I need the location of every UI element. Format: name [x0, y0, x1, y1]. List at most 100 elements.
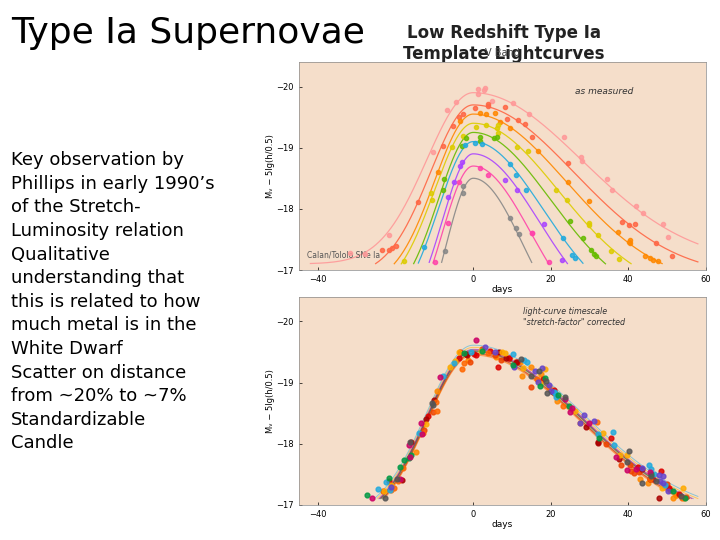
- Point: [427, 399, 438, 408]
- Point: [472, 90, 484, 98]
- Point: [629, 220, 641, 229]
- Point: [482, 102, 493, 110]
- Point: [405, 438, 416, 447]
- Point: [507, 361, 518, 370]
- Point: [413, 198, 424, 206]
- Point: [638, 208, 649, 217]
- Point: [653, 494, 665, 503]
- Point: [453, 354, 464, 363]
- Point: [545, 387, 557, 396]
- Point: [601, 174, 613, 183]
- Point: [593, 231, 604, 239]
- Point: [426, 188, 437, 197]
- Point: [420, 415, 431, 423]
- Point: [466, 348, 477, 357]
- Point: [434, 373, 446, 381]
- Point: [482, 348, 494, 357]
- Point: [385, 486, 397, 495]
- Point: [651, 477, 662, 485]
- Point: [469, 139, 480, 147]
- Point: [387, 244, 398, 253]
- Point: [511, 186, 523, 194]
- Point: [634, 468, 645, 476]
- Point: [450, 98, 462, 106]
- Point: [580, 422, 592, 431]
- Point: [410, 447, 421, 456]
- Point: [449, 356, 461, 365]
- Point: [677, 484, 688, 492]
- Point: [454, 347, 465, 356]
- Text: as measured: as measured: [575, 87, 634, 96]
- Point: [507, 349, 518, 358]
- Point: [394, 463, 405, 471]
- Point: [422, 411, 433, 420]
- Point: [510, 358, 522, 367]
- Point: [433, 167, 444, 176]
- Point: [632, 463, 644, 471]
- Point: [403, 453, 415, 462]
- Point: [585, 246, 597, 254]
- Point: [621, 466, 633, 475]
- Point: [403, 441, 415, 450]
- Point: [593, 434, 605, 442]
- Point: [593, 437, 604, 446]
- Point: [503, 354, 515, 363]
- Point: [511, 357, 523, 366]
- Point: [523, 110, 535, 119]
- Point: [584, 219, 595, 227]
- Point: [623, 447, 634, 455]
- Point: [678, 494, 690, 502]
- Point: [454, 348, 466, 356]
- Point: [583, 221, 595, 230]
- Point: [444, 362, 456, 371]
- Point: [413, 428, 424, 437]
- Point: [504, 124, 516, 132]
- Point: [615, 461, 626, 469]
- Point: [535, 370, 546, 379]
- Point: [624, 461, 636, 469]
- X-axis label: days: days: [492, 285, 513, 294]
- Point: [415, 429, 426, 438]
- Point: [456, 365, 467, 374]
- Point: [510, 223, 522, 232]
- Point: [503, 354, 515, 362]
- Point: [457, 132, 469, 140]
- Point: [519, 120, 531, 129]
- Point: [521, 358, 533, 367]
- Point: [526, 383, 537, 391]
- Point: [675, 491, 687, 500]
- Point: [397, 464, 408, 472]
- Point: [431, 407, 443, 415]
- Point: [657, 472, 669, 481]
- Point: [418, 243, 429, 252]
- Point: [429, 258, 441, 267]
- Point: [636, 478, 648, 487]
- Point: [417, 429, 428, 438]
- Point: [575, 153, 587, 162]
- Point: [592, 418, 603, 427]
- Point: [584, 418, 595, 427]
- Point: [492, 121, 504, 130]
- Point: [527, 133, 539, 141]
- Text: Calan/Tololo SNe Ia: Calan/Tololo SNe Ia: [307, 251, 380, 260]
- Point: [439, 247, 451, 255]
- Point: [528, 367, 540, 376]
- Point: [588, 416, 600, 425]
- Point: [396, 476, 408, 484]
- Point: [512, 116, 523, 124]
- Point: [457, 110, 469, 118]
- Point: [443, 219, 454, 227]
- Point: [428, 395, 440, 404]
- Point: [474, 109, 485, 117]
- Point: [654, 471, 665, 480]
- Point: [655, 467, 667, 476]
- Point: [634, 475, 646, 483]
- Point: [427, 408, 438, 417]
- Text: Type Ia Supernovae: Type Ia Supernovae: [11, 16, 364, 50]
- Point: [673, 490, 685, 498]
- Point: [644, 474, 656, 483]
- Point: [482, 171, 493, 179]
- Point: [566, 403, 577, 412]
- Point: [392, 474, 403, 483]
- Point: [470, 351, 482, 360]
